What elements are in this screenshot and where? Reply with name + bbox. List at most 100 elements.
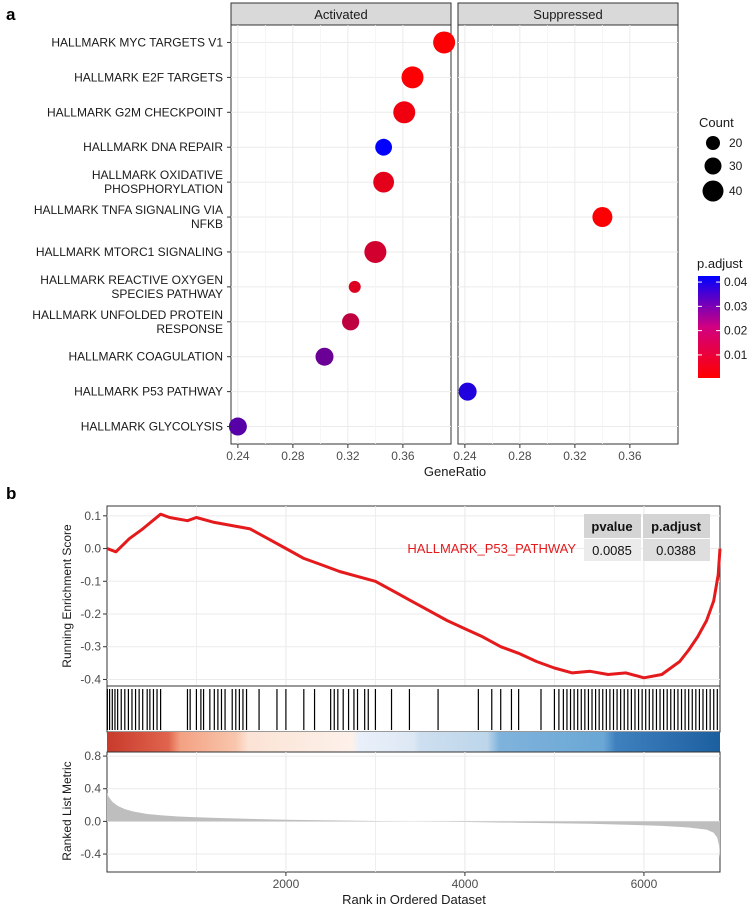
- size-legend-dot: [706, 136, 720, 150]
- stats-table: pvalue p.adjust 0.0085 0.0388 HALLMARK_P…: [407, 514, 710, 561]
- category-label: HALLMARK UNFOLDED PROTEIN: [32, 308, 223, 322]
- facet-label-activated: Activated: [314, 7, 367, 22]
- panel-a-label: a: [6, 5, 16, 24]
- category-label: HALLMARK TNFA SIGNALING VIA: [34, 203, 223, 217]
- x-tick-label: 0.32: [336, 449, 360, 463]
- y-tick-label: 0.8: [84, 749, 101, 763]
- stats-header-cell: [584, 514, 641, 538]
- legend-tick-label: 0.01: [724, 348, 748, 362]
- x-axis-title: GeneRatio: [424, 464, 486, 479]
- facet-activated: Activated: [228, 2, 456, 445]
- pathway-label: HALLMARK_P53_PATHWAY: [407, 541, 576, 556]
- size-legend-dot: [702, 180, 724, 202]
- x-tick-label: 6000: [631, 877, 658, 891]
- x-tick-label: 0.36: [391, 449, 415, 463]
- category-label: HALLMARK REACTIVE OXYGEN: [40, 273, 223, 287]
- category-label: HALLMARK E2F TARGETS: [74, 70, 223, 84]
- stats-value-cell: [643, 539, 710, 561]
- category-labels: HALLMARK MYC TARGETS V1 HALLMARK E2F TARG…: [32, 35, 231, 434]
- y-tick-label: 0.4: [84, 782, 101, 796]
- category-label: HALLMARK MYC TARGETS V1: [51, 35, 223, 49]
- enrichment-score-plot: 0.1 0.0 -0.1 -0.2 -0.3 -0.4 Running Enrichmen…: [60, 505, 722, 687]
- dot: [373, 171, 395, 193]
- hit-track-area: [106, 685, 721, 733]
- y-tick-label: 0.0: [84, 542, 101, 556]
- gene-hit-track: [106, 685, 721, 752]
- size-legend-value: 20: [729, 136, 743, 150]
- rm-plot-area: [106, 751, 721, 873]
- rm-x-axis-title: Rank in Ordered Dataset: [342, 892, 486, 907]
- stats-header-padjust: p.adjust: [651, 519, 702, 534]
- dot: [315, 347, 334, 366]
- category-label: NFKB: [191, 217, 223, 231]
- category-label: RESPONSE: [156, 322, 223, 336]
- color-legend-ticks: 0.04 0.03 0.02 0.01: [698, 275, 748, 362]
- rank-color-bar: [107, 732, 720, 752]
- stats-value-padjust: 0.0388: [656, 543, 696, 558]
- size-legend-title: Count: [699, 115, 734, 130]
- category-label: HALLMARK DNA REPAIR: [83, 140, 223, 154]
- dot: [364, 240, 387, 263]
- category-label: HALLMARK GLYCOLYSIS: [81, 420, 223, 434]
- facet-label-suppressed: Suppressed: [533, 7, 602, 22]
- stats-value-pvalue: 0.0085: [592, 543, 632, 558]
- gridlines: [458, 25, 678, 444]
- dot: [348, 280, 361, 293]
- facet-suppressed: Suppressed: [457, 2, 679, 445]
- category-label: HALLMARK OXIDATIVE: [92, 168, 223, 182]
- dots-activated: [228, 31, 456, 436]
- size-legend-value: 30: [729, 159, 743, 173]
- size-legend-value: 40: [729, 184, 743, 198]
- facet-panel-suppressed: [457, 24, 679, 445]
- es-curve: [106, 512, 722, 680]
- gene-hit-marks: [106, 689, 718, 730]
- x-tick-label: 0.36: [618, 449, 642, 463]
- stats-header-pvalue: pvalue: [591, 519, 632, 534]
- size-legend: Count 20 30 40: [699, 115, 743, 202]
- panel-b-label: b: [6, 484, 16, 503]
- y-tick-label: -0.2: [80, 607, 101, 621]
- gridlines: [231, 25, 451, 444]
- legend-tick-label: 0.04: [724, 275, 748, 289]
- dot: [458, 382, 477, 401]
- ranked-metric-plot: 0.8 0.4 0.0 -0.4 2000 4000 6000 Ranked List M…: [60, 749, 721, 907]
- x-tick-label: 0.32: [563, 449, 587, 463]
- category-label: HALLMARK P53 PATHWAY: [74, 385, 223, 399]
- color-legend: p.adjust 0.04 0.03 0.02 0.01: [697, 256, 748, 378]
- dots-suppressed: [458, 207, 613, 401]
- x-tick-label: 0.28: [281, 449, 305, 463]
- y-tick-labels: 0.8 0.4 0.0 -0.4: [80, 749, 107, 861]
- size-legend-dot: [704, 157, 722, 175]
- category-label: SPECIES PATHWAY: [111, 287, 223, 301]
- x-tick-label: 2000: [273, 877, 300, 891]
- category-label: HALLMARK COAGULATION: [69, 350, 223, 364]
- x-tick-labels: 0.24 0.28 0.32 0.36 0.24 0.28 0.32 0.36: [226, 444, 642, 463]
- x-tick-label: 0.28: [508, 449, 532, 463]
- category-label: PHOSPHORYLATION: [104, 182, 223, 196]
- category-label: HALLMARK G2M CHECKPOINT: [47, 105, 224, 119]
- facet-panel-activated: [230, 24, 452, 445]
- y-tick-label: -0.1: [80, 574, 101, 588]
- x-tick-label: 0.24: [226, 449, 250, 463]
- x-tick-labels: 2000 4000 6000: [273, 872, 658, 891]
- dot: [433, 31, 456, 54]
- dot: [342, 313, 360, 331]
- x-tick-label: 4000: [452, 877, 479, 891]
- y-tick-label: -0.4: [80, 847, 101, 861]
- legend-tick-label: 0.03: [724, 299, 748, 313]
- stats-value-cell: [584, 539, 641, 561]
- dot: [401, 66, 424, 89]
- legend-tick-label: 0.02: [724, 324, 748, 338]
- dot: [592, 207, 613, 228]
- dot: [393, 101, 416, 124]
- stats-header-cell: [643, 514, 710, 538]
- es-y-axis-title: Running Enrichment Score: [60, 524, 74, 668]
- category-label: HALLMARK MTORC1 SIGNALING: [36, 245, 223, 259]
- dot: [228, 417, 247, 436]
- x-tick-label: 0.24: [453, 449, 477, 463]
- color-legend-bar: [698, 276, 720, 378]
- y-tick-label: -0.3: [80, 640, 101, 654]
- y-tick-label: -0.4: [80, 672, 101, 686]
- y-tick-label: 0.0: [84, 814, 101, 828]
- dot: [375, 138, 393, 156]
